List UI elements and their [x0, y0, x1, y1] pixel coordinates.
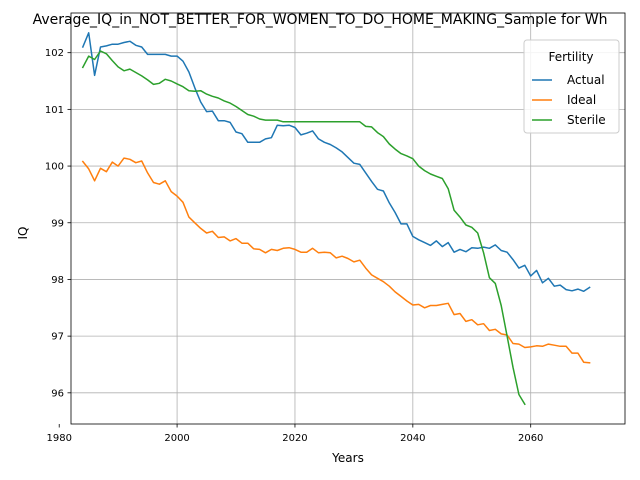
plot-frame [70, 12, 626, 425]
y-tick-label: 98 [51, 275, 64, 286]
y-tick-label: 100 [45, 162, 64, 173]
y-tick-label: 101 [45, 105, 64, 116]
x-tick-label: 2020 [282, 433, 307, 444]
chart-title: Average_IQ_in_NOT_BETTER_FOR_WOMEN_TO_DO… [33, 12, 608, 28]
x-tick-label: 2040 [400, 433, 425, 444]
x-axis-ticks: 1980 2000 2020 2040 2060 [46, 424, 543, 444]
y-tick-label: 99 [51, 218, 64, 229]
series-line-sterile [81, 50, 526, 406]
y-tick-label: 97 [51, 332, 64, 343]
x-tick-label: 2000 [164, 433, 189, 444]
legend-items: Actual Ideal Sterile [532, 73, 606, 127]
x-axis-label: Years [331, 451, 364, 465]
series-line-ideal [81, 157, 591, 364]
y-tick-label: 102 [45, 48, 64, 59]
y-axis-label: IQ [16, 227, 30, 240]
legend-label-actual: Actual [567, 73, 605, 87]
x-tick-label: 2060 [518, 433, 543, 444]
x-tick-label: 1980 [46, 433, 71, 444]
legend-label-sterile: Sterile [567, 113, 606, 127]
series-lines [81, 32, 591, 406]
y-axis-ticks: 96 97 98 99 100 101 102 [45, 48, 71, 399]
legend-label-ideal: Ideal [567, 93, 596, 107]
legend: Fertility Actual Ideal Sterile [523, 39, 620, 134]
legend-frame [523, 39, 620, 134]
series-line-actual [81, 32, 591, 293]
legend-title: Fertility [548, 50, 593, 64]
y-tick-label: 96 [51, 388, 64, 399]
